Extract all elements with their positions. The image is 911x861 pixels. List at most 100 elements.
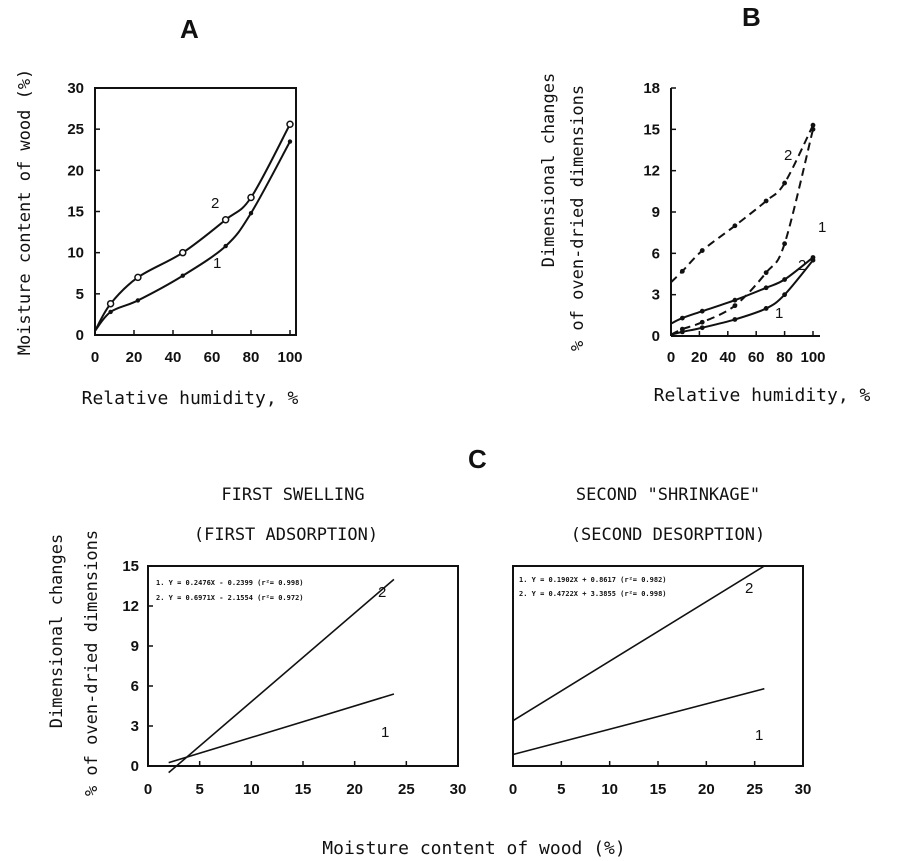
chart-a-series-2-point [286, 120, 294, 128]
chart-b-dashed-series-2-point [732, 223, 738, 229]
chart-a-series-2-point [179, 248, 187, 257]
chart-a-curve-label-2: 2 [211, 195, 219, 212]
chart-b-xtick-label: 0 [667, 349, 675, 366]
chart-c-left-ytick-label: 0 [131, 758, 139, 775]
chart-b-dashed-series-1-point [782, 241, 787, 247]
chart-c-right-xtick-label: 15 [650, 781, 667, 798]
chart-c-right-xtick-label: 10 [601, 781, 618, 798]
chart-b-dashed-series-2-point [699, 248, 705, 253]
chart-c-right-line-label-2: 2 [745, 580, 753, 597]
chart-b-solid-series-1-point [763, 306, 769, 311]
chart-c-right-title: SECOND "SHRINKAGE" [576, 485, 760, 505]
chart-a-xtick-label: 0 [91, 349, 99, 366]
chart-a-ytick-label: 0 [76, 327, 84, 344]
chart-c-left-title: FIRST SWELLING [221, 485, 364, 505]
chart-b-ytick-label: 3 [652, 287, 660, 304]
chart-c-left-equation-2: 2. Y = 0.6971X - 2.1554 (r²= 0.972) [156, 594, 304, 602]
chart-a-series-2-point [134, 273, 142, 282]
chart-b-solid-series-2-point [782, 277, 787, 282]
chart-b: Dimensional changes % of oven-dried dime… [539, 73, 871, 406]
chart-b-ytick-label: 12 [643, 163, 660, 180]
chart-b-dashed-series-1-point [732, 303, 738, 309]
chart-a-ylabel: Moisture content of wood (%) [15, 69, 35, 356]
chart-b-dashed-series-1-point [699, 319, 705, 325]
chart-b-xtick-label: 60 [748, 349, 765, 366]
chart-b-dashed-series-1-point [679, 326, 685, 332]
chart-b-solid-series-2-point [732, 297, 738, 303]
chart-b-ytick-label: 0 [652, 328, 660, 345]
chart-b-xtick-label: 100 [800, 349, 825, 366]
chart-c-right: SECOND "SHRINKAGE" (SECOND DESORPTION) 1… [509, 485, 812, 798]
chart-c-left-xtick-label: 30 [450, 781, 467, 798]
chart-c-left-equation-1: 1. Y = 0.2476X - 0.2399 (r²= 0.998) [156, 579, 304, 587]
chart-a-ytick-label: 5 [76, 286, 84, 303]
chart-a-series-2-point [221, 215, 230, 224]
chart-c-ylabel2: % of oven-dried dimensions [82, 530, 102, 796]
chart-b-solid-series-1-point [782, 292, 787, 298]
chart-c-ylabel: Dimensional changes [47, 534, 67, 728]
chart-b-xtick-label: 80 [776, 349, 793, 366]
chart-a-ytick-label: 25 [67, 121, 84, 138]
chart-c-right-equation-2: 2. Y = 0.4722X + 3.3855 (r²= 0.998) [519, 590, 667, 598]
panel-label-c: C [468, 444, 487, 474]
chart-a-series-2-point [106, 299, 115, 308]
chart-a-series-1-point [135, 298, 141, 303]
chart-c-left-ytick-label: 12 [122, 598, 139, 615]
chart-c-left-subtitle: (FIRST ADSORPTION) [194, 525, 378, 545]
chart-c-right-xtick-label: 25 [746, 781, 763, 798]
chart-a-series-1-point [287, 139, 293, 144]
chart-c-right-equation-1: 1. Y = 0.1902X + 0.8617 (r²= 0.982) [519, 576, 667, 584]
chart-b-ylabel: Dimensional changes [539, 73, 559, 267]
chart-a-curve-label-1: 1 [213, 255, 221, 272]
chart-c-left-xtick-label: 15 [295, 781, 312, 798]
chart-b-ytick-label: 9 [652, 204, 660, 221]
chart-b-solid-label-2: 2 [798, 257, 806, 274]
chart-c-right-series-2-line [512, 565, 765, 722]
chart-b-xtick-label: 40 [719, 349, 736, 366]
chart-a: Moisture content of wood (%) Relative hu… [15, 69, 303, 409]
chart-a-series-1-line [94, 141, 291, 332]
chart-b-solid-series-1-point [699, 325, 705, 331]
chart-a-ytick-label: 10 [67, 245, 84, 262]
chart-c-right-xtick-label: 5 [557, 781, 565, 798]
chart-a-ytick-label: 30 [67, 80, 84, 97]
chart-c-left-xtick-label: 10 [243, 781, 260, 798]
chart-a-series-1-point [223, 243, 228, 249]
chart-c-right-subtitle: (SECOND DESORPTION) [571, 525, 765, 545]
chart-c-right-series-1-line [512, 687, 765, 756]
chart-a-series-1-point [108, 309, 113, 315]
chart-c-left-ytick-label: 6 [131, 678, 139, 695]
chart-c-left-xtick-label: 5 [195, 781, 203, 798]
chart-c-left-xtick-label: 0 [144, 781, 152, 798]
chart-a-frame [94, 87, 297, 336]
chart-c-left-line-label-2: 2 [378, 584, 386, 601]
chart-a-xtick-label: 20 [126, 349, 143, 366]
chart-b-ytick-label: 6 [652, 245, 660, 262]
chart-a-xtick-label: 40 [165, 349, 182, 366]
chart-b-dashed-series-2-point [782, 180, 787, 186]
chart-b-dashed-series-2-point [763, 198, 769, 204]
chart-c-xlabel: Moisture content of wood (%) [322, 838, 625, 859]
chart-b-xtick-label: 20 [691, 349, 708, 366]
panel-label-b: B [742, 2, 761, 32]
chart-c-left-ytick-label: 15 [122, 558, 139, 575]
chart-b-xlabel: Relative humidity, % [654, 385, 871, 406]
chart-b-solid-series-2-point [763, 285, 769, 291]
chart-b-dashed-label-2: 2 [784, 147, 792, 164]
chart-c-left-series-2-line [168, 578, 395, 774]
chart-b-dashed-series-2-point [679, 268, 685, 274]
chart-a-series-2-line [94, 123, 291, 332]
chart-a-series-1-point [180, 273, 185, 278]
chart-a-xtick-label: 60 [204, 349, 221, 366]
chart-b-ytick-label: 15 [643, 121, 660, 138]
chart-b-solid-series-2-point [699, 308, 705, 314]
chart-c-right-xtick-label: 0 [509, 781, 517, 798]
chart-b-solid-series-2-point [679, 315, 685, 321]
chart-a-xtick-label: 80 [243, 349, 260, 366]
chart-c-left: FIRST SWELLING (FIRST ADSORPTION) Dimens… [47, 485, 626, 859]
chart-b-dashed-series-1-point [763, 270, 769, 276]
chart-c-right-xtick-label: 30 [795, 781, 812, 798]
chart-c-left-series-1-line [168, 693, 395, 764]
chart-b-solid-series-1-point [732, 317, 738, 322]
chart-b-dashed-label-1: 1 [818, 219, 826, 236]
